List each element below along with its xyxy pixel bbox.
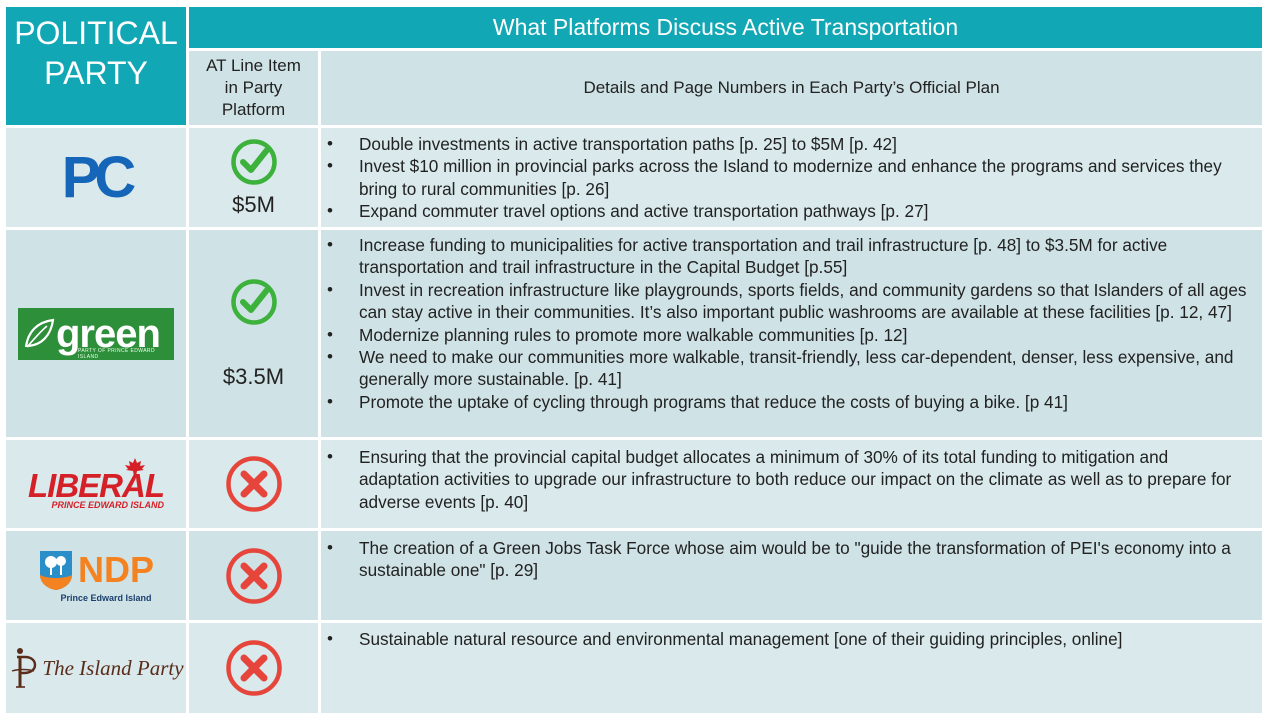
list-item: Modernize planning rules to promote more… [321, 324, 1252, 347]
at-line-item-header: AT Line Item in Party Platform [189, 51, 318, 125]
party-header-line1: POLITICAL [14, 15, 178, 51]
ndp-logo-cell: NDP Prince Edward Island [6, 531, 186, 620]
green-logo-subtext: PARTY OF PRINCE EDWARD ISLAND [78, 347, 155, 360]
cross-icon [225, 547, 282, 604]
list-item: Increase funding to municipalities for a… [321, 234, 1252, 279]
leaf-icon [24, 318, 55, 348]
list-item: The creation of a Green Jobs Task Force … [321, 537, 1252, 582]
list-item: We need to make our communities more wal… [321, 346, 1252, 391]
list-item: Sustainable natural resource and environ… [321, 628, 1252, 651]
party-header-line2: PARTY [44, 55, 148, 91]
pc-logo-cell: PC [6, 128, 186, 227]
ndp-at-cell [189, 531, 318, 620]
details-header: Details and Page Numbers in Each Party’s… [321, 51, 1262, 125]
list-item: Invest $10 million in provincial parks a… [321, 155, 1252, 200]
list-item: Promote the uptake of cycling through pr… [321, 391, 1252, 414]
table-title: What Platforms Discuss Active Transporta… [189, 7, 1262, 48]
island-at-cell [189, 623, 318, 713]
at-header-line3: Platform [221, 100, 286, 119]
list-item: Invest in recreation infrastructure like… [321, 279, 1252, 324]
green-logo: green PARTY OF PRINCE EDWARD ISLAND [18, 307, 174, 360]
check-icon [230, 278, 277, 325]
list-item: Ensuring that the provincial capital bud… [321, 446, 1252, 513]
list-item: Expand commuter travel options and activ… [321, 200, 1252, 223]
pc-logo: PC [61, 145, 137, 210]
cross-icon [225, 456, 282, 512]
ndp-details-cell: The creation of a Green Jobs Task Force … [321, 531, 1262, 620]
island-party-logo: The Island Party [8, 647, 184, 689]
island-logo-cell: The Island Party [6, 623, 186, 713]
liberal-logo-text: LIBERAL [28, 467, 165, 504]
liberal-at-cell [189, 440, 318, 528]
green-logo-cell: green PARTY OF PRINCE EDWARD ISLAND [6, 230, 186, 437]
list-item: Double investments in active transportat… [321, 133, 1252, 156]
cross-icon [225, 640, 282, 696]
liberal-logo-cell: LIBERAL PRINCE EDWARD ISLAND [6, 440, 186, 528]
check-icon [230, 138, 277, 185]
maple-leaf-icon [125, 458, 145, 476]
ndp-logo-subtext: Prince Edward Island [60, 592, 152, 603]
liberal-logo-subtext: PRINCE EDWARD ISLAND [51, 500, 164, 510]
ndp-shield-icon [39, 550, 72, 590]
at-header-line1: AT Line Item [206, 56, 301, 75]
ndp-logo: NDP Prince Edward Island [38, 549, 154, 603]
pc-amount: $5M [232, 191, 275, 217]
liberal-details-cell: Ensuring that the provincial capital bud… [321, 440, 1262, 528]
at-header-line2: in Party [224, 78, 283, 97]
liberal-logo: LIBERAL PRINCE EDWARD ISLAND [28, 458, 165, 510]
green-details-cell: Increase funding to municipalities for a… [321, 230, 1262, 437]
green-logo-text: green [56, 311, 161, 356]
island-party-logo-text: The Island Party [42, 655, 184, 680]
pc-details-cell: Double investments in active transportat… [321, 128, 1262, 227]
green-at-cell: $3.5M [189, 230, 318, 437]
pc-at-cell: $5M [189, 128, 318, 227]
political-party-header: POLITICAL PARTY [6, 7, 186, 125]
green-amount: $3.5M [222, 363, 285, 389]
island-details-cell: Sustainable natural resource and environ… [321, 623, 1262, 713]
island-party-p-icon [12, 648, 37, 688]
ndp-logo-text: NDP [77, 548, 154, 590]
